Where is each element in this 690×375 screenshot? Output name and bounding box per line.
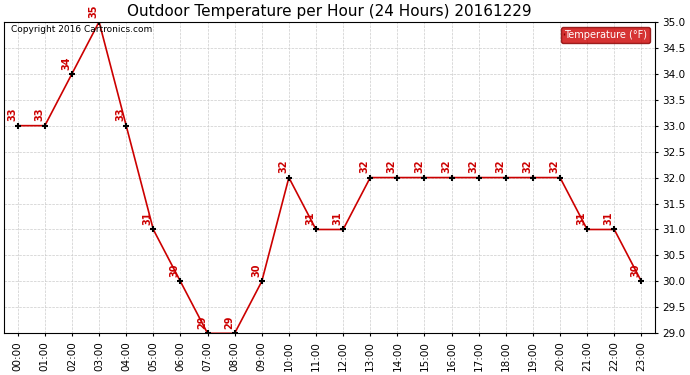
Text: 32: 32 [278, 160, 288, 173]
Text: 31: 31 [306, 212, 315, 225]
Text: 31: 31 [143, 212, 152, 225]
Text: 31: 31 [577, 212, 586, 225]
Text: 32: 32 [549, 160, 560, 173]
Text: Copyright 2016 Cartronics.com: Copyright 2016 Cartronics.com [10, 25, 152, 34]
Text: 32: 32 [387, 160, 397, 173]
Text: 33: 33 [116, 108, 126, 122]
Text: 33: 33 [7, 108, 17, 122]
Text: 32: 32 [414, 160, 424, 173]
Text: 30: 30 [251, 264, 262, 277]
Title: Outdoor Temperature per Hour (24 Hours) 20161229: Outdoor Temperature per Hour (24 Hours) … [127, 4, 532, 19]
Text: 32: 32 [359, 160, 370, 173]
Text: 31: 31 [333, 212, 342, 225]
Legend: Temperature (°F): Temperature (°F) [561, 27, 650, 42]
Text: 33: 33 [34, 108, 44, 122]
Text: 35: 35 [88, 4, 99, 18]
Text: 32: 32 [441, 160, 451, 173]
Text: 32: 32 [495, 160, 505, 173]
Text: 32: 32 [468, 160, 478, 173]
Text: 31: 31 [604, 212, 613, 225]
Text: 30: 30 [631, 264, 641, 277]
Text: 32: 32 [522, 160, 533, 173]
Text: 34: 34 [61, 56, 71, 70]
Text: 29: 29 [197, 316, 207, 329]
Text: 29: 29 [224, 316, 234, 329]
Text: 30: 30 [170, 264, 180, 277]
